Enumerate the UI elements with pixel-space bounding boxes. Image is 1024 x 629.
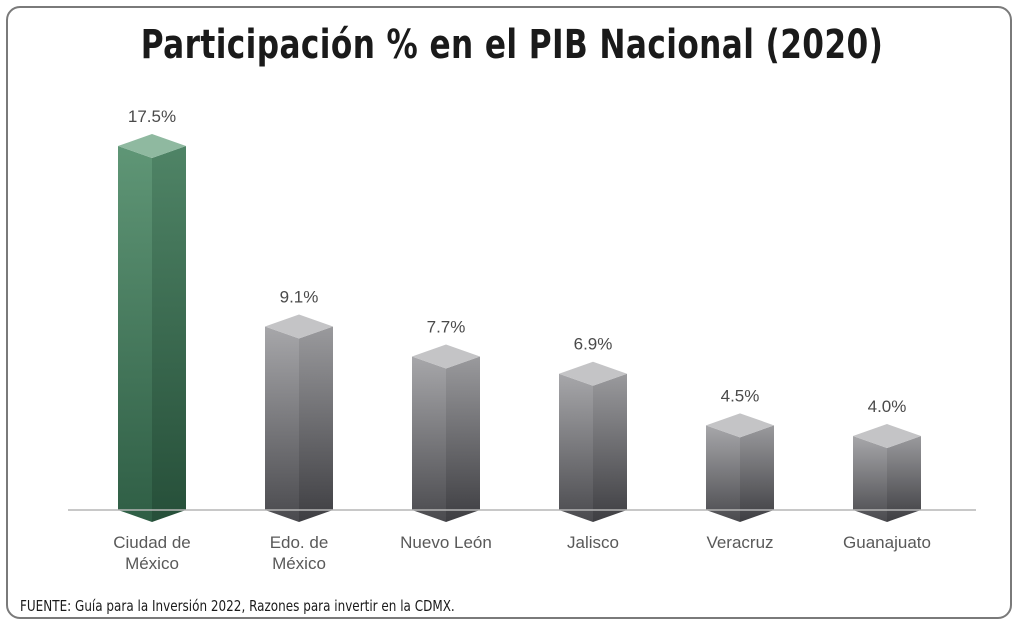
category-label: Jalisco: [567, 533, 619, 552]
bar-top-face: [265, 314, 333, 339]
bar-top-face: [706, 413, 774, 438]
category-label-line: México: [125, 554, 179, 573]
category-label: Ciudad de México: [113, 533, 191, 573]
source-note: FUENTE: Guía para la Inversión 2022, Raz…: [20, 597, 455, 615]
bar-right-face: [152, 146, 186, 522]
category-label: Veracruz: [706, 533, 773, 552]
bar-left-face: [118, 146, 152, 522]
bar: [265, 314, 333, 522]
bar-right-face: [446, 356, 480, 522]
category-label-line: Veracruz: [706, 533, 773, 552]
bar: [853, 424, 921, 522]
data-label: 7.7%: [427, 318, 466, 337]
bar-left-face: [706, 425, 740, 522]
bar-left-face: [559, 373, 593, 522]
bar: [559, 361, 627, 522]
bar-right-face: [593, 373, 627, 522]
bar: [706, 413, 774, 522]
bar-left-face: [853, 436, 887, 522]
category-label-line: Jalisco: [567, 533, 619, 552]
data-label: 4.0%: [868, 397, 907, 416]
category-label-line: Edo. de: [270, 533, 329, 552]
bar: [118, 134, 186, 522]
bar-right-face: [740, 425, 774, 522]
category-label: Edo. de México: [270, 533, 329, 573]
chart-title: Participación % en el PIB Nacional (2020…: [140, 22, 884, 68]
category-label-line: Guanajuato: [843, 533, 931, 552]
data-label: 17.5%: [128, 107, 176, 126]
bar-left-face: [265, 326, 299, 522]
category-label-line: Ciudad de: [113, 533, 191, 552]
bar-top-face: [118, 134, 186, 158]
bar: [412, 344, 480, 522]
data-label: 4.5%: [721, 386, 760, 405]
data-label: 9.1%: [280, 287, 319, 306]
category-label-line: México: [272, 554, 326, 573]
bar-top-face: [412, 344, 480, 369]
bar-top-face: [559, 361, 627, 386]
bar-right-face: [887, 436, 921, 522]
category-label: Nuevo León: [400, 533, 492, 552]
category-label: Guanajuato: [843, 533, 931, 552]
bar-top-face: [853, 424, 921, 449]
data-label: 6.9%: [574, 335, 613, 354]
bar-right-face: [299, 326, 333, 522]
bar-left-face: [412, 356, 446, 522]
category-label-line: Nuevo León: [400, 533, 492, 552]
